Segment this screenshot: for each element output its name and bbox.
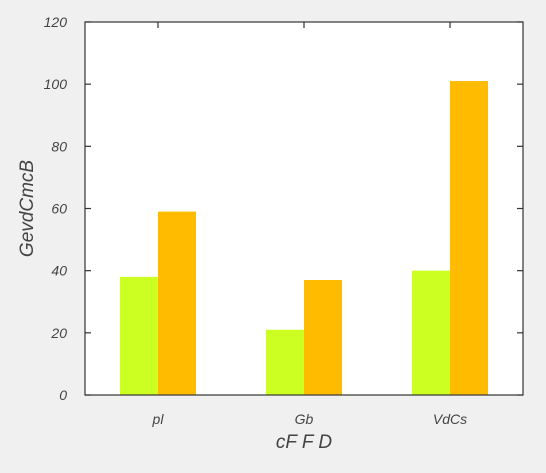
plot-frame bbox=[84, 21, 524, 396]
x-axis-label: cF F D bbox=[276, 432, 333, 453]
y-tick-label: 120 bbox=[44, 14, 68, 30]
y-tick-label: 20 bbox=[50, 325, 67, 341]
x-tick-label: Gb bbox=[295, 411, 314, 427]
bar-series1-VdCs bbox=[412, 270, 450, 395]
y-tick-label: 0 bbox=[59, 387, 67, 403]
y-tick-label: 100 bbox=[44, 76, 68, 92]
bar-series1-Gb bbox=[266, 329, 304, 395]
x-tick-label: pl bbox=[152, 411, 165, 427]
bar-series2-VdCs bbox=[450, 81, 488, 395]
x-tick-label: VdCs bbox=[433, 411, 467, 427]
bar-series1-pl bbox=[120, 276, 158, 395]
bar-series2-pl bbox=[158, 211, 196, 395]
x-tick-labels: pl Gb VdCs bbox=[152, 411, 468, 427]
bar-series2-Gb bbox=[304, 279, 342, 395]
y-tick-label: 80 bbox=[51, 138, 67, 154]
bars-group bbox=[120, 81, 488, 395]
y-tick-label: 60 bbox=[51, 201, 67, 217]
y-axis-label: GevdCmcB bbox=[17, 160, 38, 257]
y-tick-labels: 0 20 40 60 80 100 120 bbox=[44, 14, 68, 403]
y-tick-label: 40 bbox=[51, 263, 67, 279]
